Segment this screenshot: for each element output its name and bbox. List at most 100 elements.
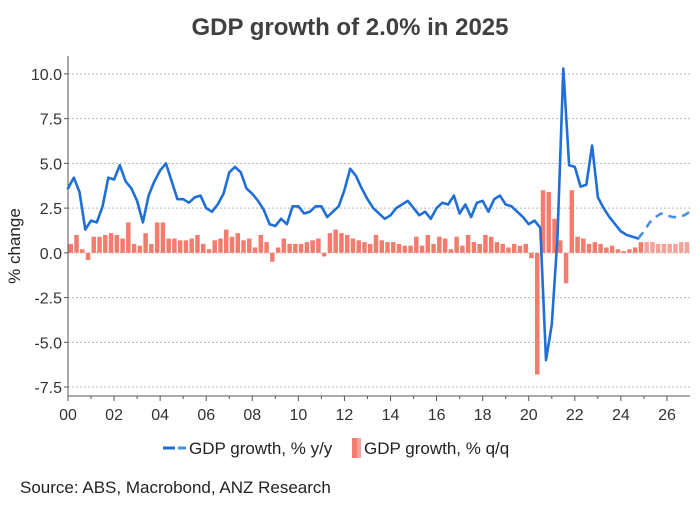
q-q-bar bbox=[304, 242, 310, 253]
q-q-bar bbox=[247, 238, 252, 253]
q-q-bar bbox=[241, 240, 246, 253]
q-q-bar bbox=[517, 245, 523, 253]
q-q-bars bbox=[68, 190, 690, 375]
q-q-bar bbox=[592, 242, 598, 253]
q-q-bar bbox=[195, 234, 200, 253]
chart-title: GDP growth of 2.0% in 2025 bbox=[191, 14, 509, 41]
q-q-bar bbox=[535, 252, 540, 375]
q-q-bar bbox=[333, 229, 338, 253]
q-q-bar bbox=[471, 242, 477, 253]
x-tick-label: 02 bbox=[105, 407, 123, 424]
q-q-bar bbox=[529, 252, 534, 259]
q-q-bar bbox=[293, 243, 298, 253]
q-q-bar bbox=[581, 238, 586, 253]
q-q-bar bbox=[506, 247, 511, 253]
q-q-bar bbox=[339, 233, 344, 253]
q-q-bar bbox=[356, 240, 361, 253]
x-tick-label: 16 bbox=[428, 407, 446, 424]
q-q-bar bbox=[655, 243, 661, 253]
q-q-bar bbox=[183, 240, 189, 253]
x-tick-label: 24 bbox=[612, 407, 630, 424]
q-q-bar bbox=[494, 242, 500, 253]
q-q-bar bbox=[402, 245, 408, 253]
q-q-bar bbox=[644, 242, 649, 253]
x-tick-label: 18 bbox=[474, 407, 492, 424]
q-q-bar bbox=[425, 234, 431, 253]
y-y-forecast-line bbox=[637, 210, 691, 240]
q-q-bar bbox=[414, 236, 419, 253]
y-y-lines bbox=[66, 67, 691, 362]
q-q-bar bbox=[281, 238, 287, 253]
q-q-bar bbox=[137, 245, 143, 253]
q-q-bar bbox=[442, 238, 448, 253]
q-q-bar bbox=[391, 242, 396, 253]
q-q-bar bbox=[321, 252, 327, 257]
q-q-bar bbox=[362, 242, 367, 253]
x-tick-label: 08 bbox=[243, 407, 261, 424]
q-q-bar bbox=[264, 242, 269, 253]
q-q-bar bbox=[177, 240, 183, 253]
x-tick-label: 20 bbox=[520, 407, 538, 424]
q-q-bar bbox=[327, 233, 333, 253]
q-q-bar bbox=[385, 242, 390, 253]
x-tick-label: 14 bbox=[382, 407, 400, 424]
x-tick-label: 10 bbox=[289, 407, 307, 424]
source-note: Source: ABS, Macrobond, ANZ Research bbox=[20, 478, 331, 497]
q-q-bar bbox=[258, 234, 264, 253]
q-q-bar bbox=[523, 243, 528, 253]
q-q-bar bbox=[270, 252, 275, 262]
q-q-bar bbox=[114, 234, 120, 253]
q-q-bar bbox=[419, 245, 425, 253]
y-tick-label: 2.5 bbox=[40, 201, 62, 218]
q-q-bar bbox=[650, 242, 655, 253]
q-q-bar bbox=[483, 234, 488, 253]
q-q-bar bbox=[108, 233, 114, 253]
q-q-bar bbox=[673, 243, 678, 253]
q-q-bar bbox=[627, 249, 632, 253]
q-q-bar bbox=[448, 249, 454, 253]
q-q-bar bbox=[131, 243, 137, 253]
q-q-bar bbox=[206, 249, 212, 253]
q-q-bar bbox=[552, 218, 557, 253]
q-q-bar bbox=[120, 238, 125, 253]
q-q-bar bbox=[91, 236, 97, 253]
legend-bar-swatch bbox=[352, 438, 357, 458]
q-q-bar bbox=[287, 243, 292, 253]
q-q-bar bbox=[667, 243, 672, 253]
q-q-bar bbox=[465, 234, 471, 253]
q-q-bar bbox=[143, 233, 148, 253]
q-q-bar bbox=[80, 249, 85, 253]
q-q-bar bbox=[460, 245, 465, 253]
q-q-bar bbox=[373, 234, 379, 253]
q-q-bar bbox=[396, 243, 402, 253]
q-q-bar bbox=[252, 247, 258, 253]
q-q-bar bbox=[189, 238, 194, 253]
axis-labels: 10.0 7.5 5.0 2.5 0.0 -2.5 -5.0 -7.5 00 02 04 06 08 10… bbox=[31, 67, 676, 424]
q-q-bar bbox=[229, 236, 235, 253]
q-q-bar bbox=[172, 238, 177, 253]
q-q-bar bbox=[638, 242, 644, 253]
y-axis-label: % change bbox=[5, 208, 24, 284]
q-q-bar bbox=[85, 252, 91, 260]
legend-label-y-y: GDP growth, % y/y bbox=[189, 439, 333, 458]
q-q-bar bbox=[511, 243, 517, 253]
y-tick-label: 0.0 bbox=[40, 246, 62, 263]
q-q-bar bbox=[540, 190, 546, 253]
q-q-bar bbox=[379, 240, 384, 253]
q-q-bar bbox=[160, 222, 166, 253]
q-q-bar bbox=[200, 243, 206, 253]
q-q-bar bbox=[298, 243, 304, 253]
x-tick-label: 04 bbox=[151, 407, 169, 424]
q-q-bar bbox=[275, 247, 281, 253]
legend-bar-swatch-forecast bbox=[357, 438, 361, 458]
q-q-bar bbox=[488, 236, 494, 253]
y-y-line bbox=[66, 67, 640, 362]
q-q-bar bbox=[558, 240, 563, 253]
q-q-bar bbox=[437, 236, 442, 253]
y-tick-label: -2.5 bbox=[34, 291, 62, 308]
q-q-bar bbox=[609, 245, 615, 253]
y-tick-label: 5.0 bbox=[40, 156, 62, 173]
q-q-bar bbox=[218, 238, 223, 253]
x-tick-label: 12 bbox=[336, 407, 354, 424]
